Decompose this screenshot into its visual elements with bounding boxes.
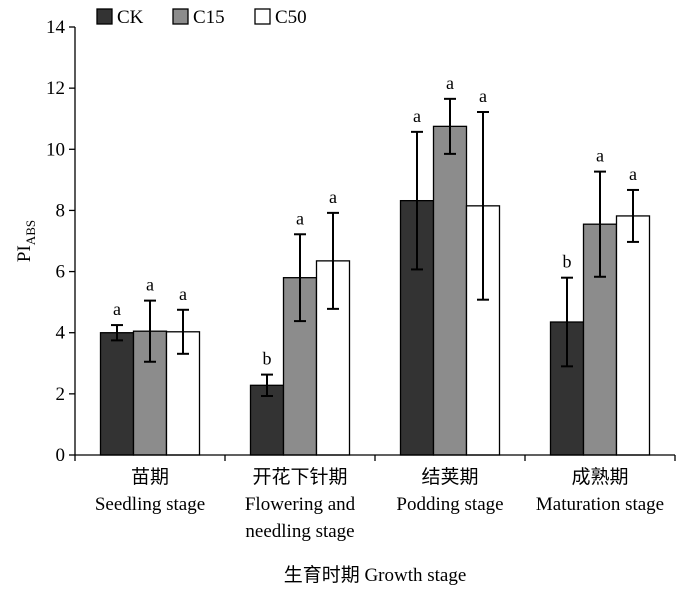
axes-layer <box>69 26 676 461</box>
legend-swatch-ck <box>96 8 113 25</box>
significance-letter: a <box>479 86 487 106</box>
significance-letter: a <box>329 187 337 207</box>
significance-letter: a <box>146 275 154 295</box>
significance-letter: b <box>563 252 572 272</box>
bar-c15-2 <box>432 125 468 456</box>
legend-label-c50: C50 <box>275 7 307 28</box>
labels-layer: a b a b a a a a a a a a 0 2 4 6 8 10 12 14 苗期 Seedling stage 开… <box>14 17 664 586</box>
y-tick-label: 6 <box>56 262 66 283</box>
significance-letter: a <box>296 208 304 228</box>
y-axis-title-subscript: ABS <box>23 220 38 245</box>
legend-swatch-c15 <box>172 8 189 25</box>
legend-label-ck: CK <box>117 7 144 28</box>
legend-swatch-c50 <box>254 8 271 25</box>
y-tick-label: 14 <box>46 17 66 38</box>
significance-letter: a <box>113 299 121 319</box>
significance-letter: a <box>179 284 187 304</box>
y-tick-label: 4 <box>56 323 66 344</box>
category-label-en: Maturation stage <box>536 494 664 515</box>
significance-letter: a <box>596 146 604 166</box>
category-label-en: Flowering and <box>245 494 356 515</box>
legend: CK C15 C50 <box>96 7 307 28</box>
bar-ck-0 <box>99 332 135 456</box>
category-label-en: Podding stage <box>396 494 503 515</box>
category-label-zh: 成熟期 <box>571 466 628 488</box>
significance-letter: a <box>629 164 637 184</box>
x-axis-title: 生育时期 Growth stage <box>284 564 467 586</box>
bar-c50-3 <box>615 215 651 456</box>
category-label-en: needling stage <box>245 521 354 542</box>
significance-letter: b <box>263 349 272 369</box>
category-label-en: Seedling stage <box>95 494 205 515</box>
bars-layer <box>99 97 651 456</box>
significance-letter: a <box>413 106 421 126</box>
y-tick-label: 12 <box>46 78 65 99</box>
category-label-zh: 结荚期 <box>421 466 478 488</box>
y-tick-label: 0 <box>56 445 66 466</box>
legend-label-c15: C15 <box>193 7 225 28</box>
y-tick-label: 8 <box>56 200 66 221</box>
y-axis-title: PIABS <box>14 220 38 262</box>
category-label-zh: 开花下针期 <box>252 466 347 488</box>
significance-letter: a <box>446 73 454 93</box>
y-tick-label: 10 <box>46 139 65 160</box>
category-label-zh: 苗期 <box>131 466 169 488</box>
y-tick-label: 2 <box>56 384 66 405</box>
y-axis-title-main: PI <box>14 245 35 262</box>
